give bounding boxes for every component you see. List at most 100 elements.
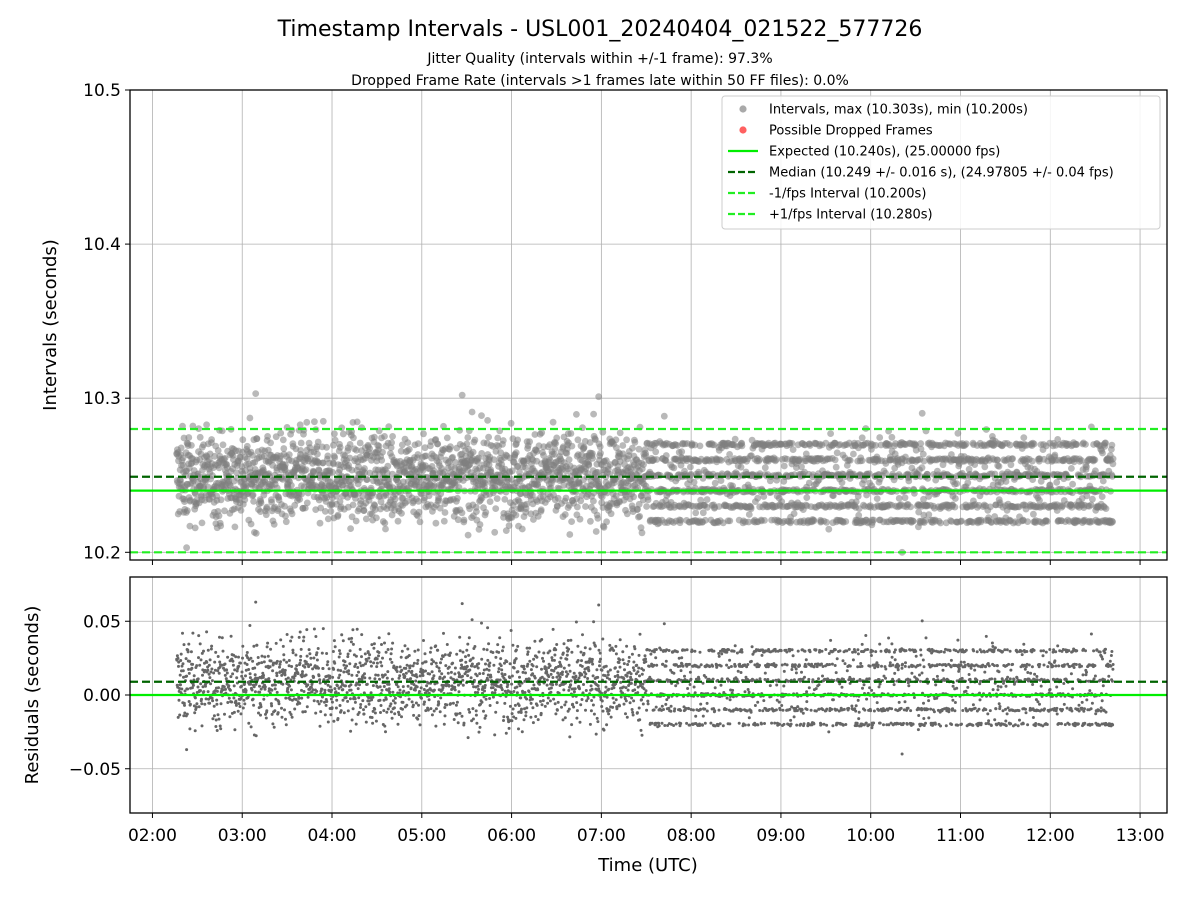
interval-point: [420, 430, 427, 438]
intervals-x-ticks: [151, 560, 1141, 565]
interval-point: [375, 442, 383, 450]
residual-point: [373, 707, 377, 711]
interval-point: [416, 518, 424, 526]
residual-point: [290, 635, 294, 639]
residual-point: [411, 703, 415, 707]
interval-point: [590, 410, 597, 418]
interval-point: [551, 445, 559, 453]
residual-point: [407, 697, 411, 701]
residual-point: [249, 656, 253, 660]
interval-point: [662, 457, 670, 464]
interval-point: [876, 434, 884, 441]
interval-point: [1102, 505, 1110, 512]
interval-point: [346, 454, 354, 462]
legend: Intervals, max (10.303s), min (10.200s)P…: [721, 95, 1161, 230]
residual-point: [357, 670, 360, 674]
interval-point: [885, 442, 893, 449]
residual-point: [275, 674, 279, 678]
interval-point: [310, 468, 317, 476]
residual-point: [316, 699, 320, 703]
residual-point: [337, 655, 341, 659]
residual-point: [196, 685, 200, 689]
interval-point: [775, 472, 783, 479]
residual-point: [350, 636, 354, 640]
residual-point: [321, 627, 325, 631]
residual-point: [385, 676, 389, 680]
residual-point: [251, 659, 255, 663]
interval-point: [687, 463, 694, 471]
interval-point: [297, 439, 305, 447]
interval-point: [772, 456, 780, 463]
residual-point: [237, 664, 241, 668]
residual-point: [369, 691, 373, 695]
residual-point: [283, 668, 287, 672]
residual-point: [275, 690, 279, 694]
residual-point: [315, 689, 319, 693]
residual-point: [400, 668, 404, 672]
residual-point: [230, 700, 234, 704]
interval-point: [436, 504, 444, 512]
residual-point: [200, 697, 203, 701]
interval-point: [398, 510, 405, 517]
residual-point: [329, 713, 333, 717]
residual-point: [380, 688, 384, 692]
interval-point: [262, 511, 270, 519]
residual-point: [458, 711, 462, 715]
residual-point: [302, 635, 306, 639]
residual-point: [321, 667, 325, 670]
interval-point: [1024, 518, 1031, 525]
residual-point: [269, 659, 273, 663]
residual-point: [284, 717, 287, 721]
interval-point: [179, 422, 186, 430]
interval-point: [195, 425, 203, 432]
interval-point: [414, 440, 422, 447]
residual-point: [354, 654, 358, 658]
residual-point: [309, 656, 313, 660]
interval-point: [690, 478, 698, 486]
residual-point: [216, 713, 220, 717]
residual-point: [291, 651, 295, 655]
residual-point: [179, 659, 183, 662]
residual-point: [354, 722, 358, 726]
residual-point: [362, 708, 365, 712]
residual-point: [404, 671, 408, 675]
interval-point: [852, 498, 860, 506]
interval-point: [333, 492, 341, 500]
interval-point: [252, 529, 260, 537]
residual-point: [428, 672, 432, 676]
interval-point: [790, 510, 798, 517]
residual-point: [473, 645, 477, 648]
residual-point: [477, 730, 481, 734]
interval-point: [1030, 510, 1037, 518]
interval-point: [660, 412, 668, 420]
residual-point: [326, 720, 330, 724]
interval-point: [346, 441, 354, 448]
interval-point: [915, 508, 923, 516]
interval-point: [359, 493, 367, 500]
interval-point: [692, 509, 700, 517]
interval-point: [415, 508, 423, 516]
residual-point: [332, 719, 336, 723]
interval-point: [994, 456, 1001, 464]
residual-point: [349, 683, 353, 687]
residual-point: [252, 644, 256, 648]
residual-point: [344, 696, 348, 699]
residual-point: [273, 683, 277, 687]
interval-point: [1089, 495, 1096, 503]
residual-point: [369, 664, 373, 668]
residual-point: [388, 690, 392, 694]
residual-point: [297, 635, 301, 639]
interval-point: [360, 507, 368, 514]
residual-point: [214, 650, 218, 654]
interval-point: [1007, 461, 1015, 469]
interval-point: [398, 441, 406, 449]
interval-point: [188, 442, 195, 449]
residual-point: [205, 660, 209, 664]
residual-point: [373, 677, 377, 681]
residual-point: [206, 690, 210, 694]
residual-point: [353, 700, 357, 704]
interval-point: [846, 457, 854, 464]
residual-point: [226, 655, 230, 659]
residual-point: [398, 688, 402, 692]
residual-point: [328, 674, 332, 678]
